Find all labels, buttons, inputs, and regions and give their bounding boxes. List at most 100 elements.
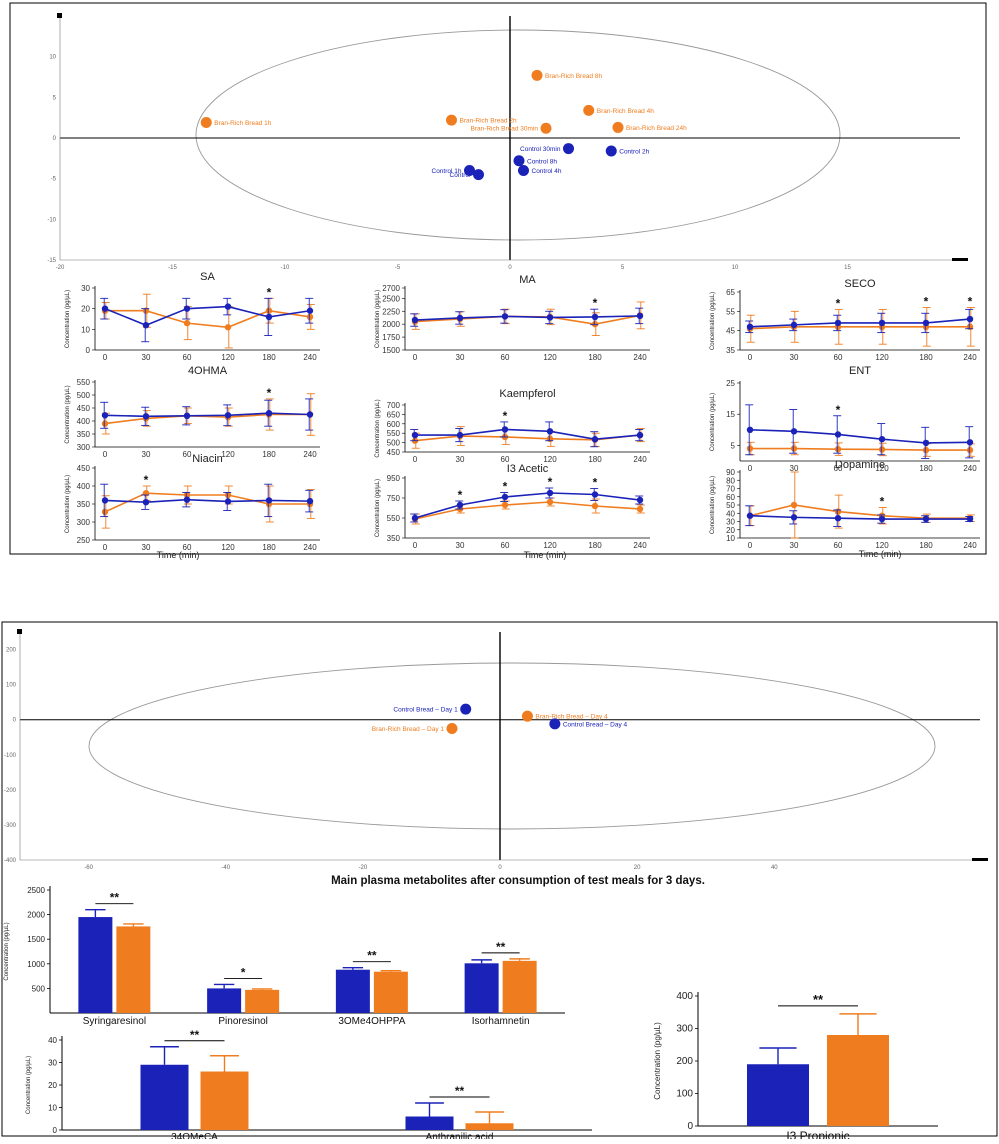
data-point-blue (922, 439, 930, 447)
bar-syringaresinol-orange (116, 926, 151, 1013)
data-point-blue (922, 319, 930, 327)
x-tick-label: 0 (508, 265, 512, 271)
significance-marker: * (593, 476, 598, 490)
y-axis-label: Concentration (pg/µL) (710, 393, 716, 451)
chart-title: Kaempferol (499, 388, 555, 400)
significance-marker: ** (455, 1084, 465, 1098)
y-tick-label: 20 (81, 305, 90, 314)
data-point-orange (101, 420, 109, 427)
category-label-anthranilic-acid: Anthranilic acid (426, 1132, 494, 1139)
series-line-blue (414, 315, 641, 321)
y-tick-label: 300 (676, 1024, 693, 1035)
x-tick-label: 15 (844, 265, 851, 271)
point-label-control: Control (450, 172, 472, 179)
bar-i3-propionic-orange (827, 1035, 889, 1126)
x-tick-label: 0 (413, 541, 418, 550)
data-point-blue (546, 489, 554, 497)
y-tick-label: -15 (47, 258, 56, 264)
y-tick-label: 40 (48, 1036, 57, 1045)
bar-3ome4ohppa-orange (373, 971, 408, 1013)
significance-marker: * (267, 285, 272, 299)
y-tick-label: 50 (726, 501, 735, 510)
point-label-control-1h: Control 1h (432, 168, 462, 175)
y-tick-label: 1500 (382, 346, 400, 355)
data-point-blue (834, 515, 842, 522)
data-point-blue (922, 515, 930, 523)
data-point-blue (878, 515, 886, 523)
x-tick-label: 240 (303, 543, 317, 552)
series-line-orange (104, 413, 310, 425)
significance-marker: ** (190, 1028, 200, 1042)
data-point-orange (183, 491, 191, 499)
data-point-blue (546, 428, 554, 435)
y-axis-label: Concentration (pg/µL) (65, 290, 71, 348)
data-point-blue (101, 497, 109, 504)
y-tick-label: 500 (387, 439, 401, 448)
significance-marker: * (593, 296, 598, 310)
x-tick-label: 180 (919, 464, 933, 473)
data-point-blue (224, 303, 232, 310)
y-axis-label: Concentration (pg/µL) (4, 922, 10, 980)
y-tick-label: 450 (77, 464, 91, 473)
x-tick-label: 60 (183, 353, 192, 362)
data-point-orange (546, 498, 554, 506)
y-tick-label: 1750 (382, 333, 400, 342)
x-tick-label: 30 (456, 541, 465, 550)
y-tick-label: 10 (49, 55, 56, 61)
bar-34omeca-orange (200, 1071, 249, 1130)
significance-marker: * (144, 473, 149, 487)
series-line-orange (749, 504, 970, 520)
category-label-syringaresinol: Syringaresinol (83, 1016, 146, 1027)
y-tick-label: 2700 (382, 284, 400, 293)
category-label-34omeca: 34OMeCA (171, 1132, 218, 1139)
y-tick-label: 400 (77, 482, 91, 491)
series-line-orange (104, 492, 310, 513)
y-tick-label: 2000 (27, 911, 45, 920)
time-xlabel-left: Time (min) (157, 550, 200, 560)
x-tick-label: 180 (919, 541, 933, 550)
x-tick-label: 240 (633, 541, 647, 550)
data-point-blue (101, 305, 109, 312)
x-tick-label: 120 (221, 450, 235, 459)
data-point-orange (922, 446, 930, 454)
data-point-orange (636, 505, 644, 513)
series-line-blue (104, 305, 311, 327)
significance-marker: * (267, 386, 272, 400)
data-point-control (473, 169, 484, 181)
line-chart-ent: ENT Concentration (pg/µL) 5 15 25 0 30 60 120 180… (710, 365, 980, 473)
data-point-orange (306, 313, 314, 321)
data-point-blue (746, 512, 754, 519)
bar-pinoresinol-orange (245, 989, 280, 1013)
data-point-orange (501, 501, 509, 509)
data-point-orange (966, 446, 974, 454)
y-tick-label: 400 (676, 991, 693, 1002)
y-tick-label: 0 (13, 718, 17, 724)
chart-title: I3 Acetic (507, 463, 549, 475)
y-tick-label: 250 (77, 536, 91, 545)
y-tick-label: -5 (51, 177, 57, 183)
y-tick-label: 400 (77, 417, 91, 426)
y-axis-label: Concentration (pg/µL) (65, 385, 71, 443)
data-point-orange (878, 446, 886, 453)
point-label-control-2h: Control 2h (619, 149, 649, 156)
data-point-control-8h (513, 155, 525, 167)
y-tick-label: 550 (387, 514, 401, 523)
y-tick-label: 10 (81, 325, 90, 334)
score-plot-bottom: -60 -40 -20 0 20 402001000-100-200-300-400Con… (4, 629, 988, 871)
x-tick-label: 0 (498, 865, 502, 871)
x-tick-label: 240 (633, 455, 647, 464)
y-tick-label: 700 (387, 401, 401, 410)
point-label-bran-rich-bread-30min: Bran-Rich Bread 30min (470, 126, 538, 133)
point-label-bran-rich-bread-1h: Bran-Rich Bread 1h (214, 120, 271, 127)
series-line-blue (415, 428, 641, 441)
x-tick-label: 40 (771, 865, 778, 871)
data-point-blue (142, 322, 150, 329)
series-line-blue (749, 429, 971, 444)
data-point-blue (183, 412, 191, 419)
significance-marker: ** (496, 940, 506, 954)
bar-isorhamnetin-orange (502, 960, 537, 1013)
series-line-blue (749, 318, 971, 328)
x-tick-label: 0 (103, 543, 108, 552)
data-point-bran-rich-bread-day-1 (446, 722, 458, 734)
